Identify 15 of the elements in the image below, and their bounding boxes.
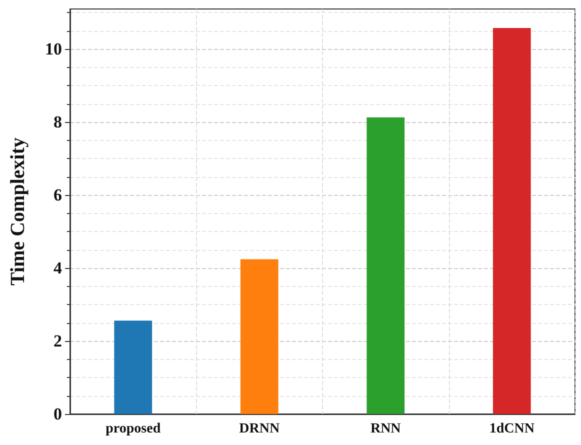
bar xyxy=(366,117,405,414)
y-tick-label: 4 xyxy=(54,258,62,278)
y-axis-title: Time Complexity xyxy=(7,138,29,286)
bar xyxy=(240,259,278,414)
y-tick-label: 2 xyxy=(54,332,62,351)
x-tick-label: RNN xyxy=(370,422,401,436)
bar xyxy=(492,28,531,414)
y-tick-label: 0 xyxy=(54,404,62,424)
y-tick-label: 10 xyxy=(45,40,62,59)
x-tick-label: proposed xyxy=(106,422,161,436)
y-tick-label: 6 xyxy=(54,186,62,205)
y-tick-label: 8 xyxy=(54,112,62,132)
x-tick-label: DRNN xyxy=(239,422,280,436)
bar xyxy=(114,320,152,414)
x-tick-label: 1dCNN xyxy=(489,422,534,436)
